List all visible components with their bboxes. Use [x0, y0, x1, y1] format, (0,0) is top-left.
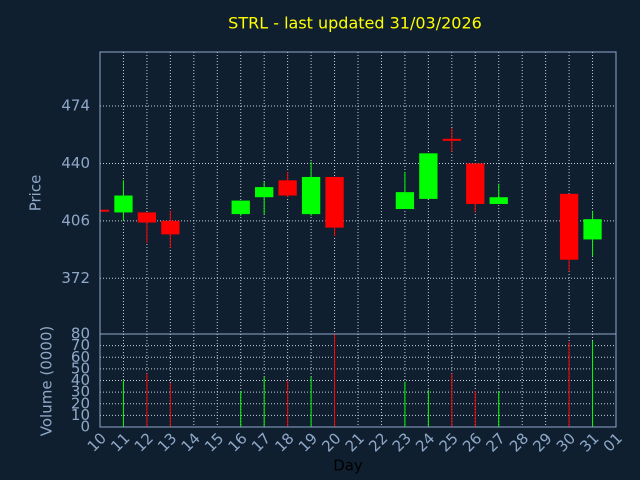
candle-body — [419, 153, 438, 199]
y-tick-label: 440 — [61, 154, 90, 172]
candle-body — [583, 219, 602, 240]
candle-body — [100, 209, 110, 212]
candle-body — [255, 187, 274, 198]
x-axis-label: Day — [333, 457, 363, 475]
candle-body — [395, 192, 415, 210]
y-tick-label: 406 — [61, 211, 90, 229]
volume-tick-label: 50 — [71, 359, 90, 377]
volume-tick-label: 20 — [71, 394, 90, 412]
candle-body — [466, 163, 485, 204]
y-tick-label: 372 — [61, 269, 90, 287]
candle-body — [559, 193, 579, 260]
volume-tick-label: 80 — [71, 325, 90, 343]
volume-tick-label: 30 — [71, 383, 90, 401]
candle-body — [137, 212, 157, 223]
volume-frame — [99, 333, 617, 428]
volume-tick-label: 60 — [71, 348, 90, 366]
candle-body — [489, 197, 508, 204]
candle-body — [114, 195, 133, 213]
y-axis-label: Price — [27, 175, 45, 212]
chart-title: STRL - last updated 31/03/2026 — [228, 14, 482, 33]
volume-tick-label: 70 — [71, 336, 90, 354]
candle-body — [325, 176, 344, 228]
candle-body — [442, 138, 461, 141]
candle-body — [161, 220, 180, 235]
candle-body — [231, 200, 250, 215]
candle-body — [278, 180, 297, 196]
volume-tick-label: 40 — [71, 371, 90, 389]
volume-axis-label: Volume (0000) — [38, 326, 56, 436]
y-tick-label: 474 — [61, 97, 90, 115]
candle-body — [301, 176, 321, 215]
volume-tick-label: 10 — [71, 406, 90, 424]
volume-tick-label: 0 — [80, 418, 90, 436]
